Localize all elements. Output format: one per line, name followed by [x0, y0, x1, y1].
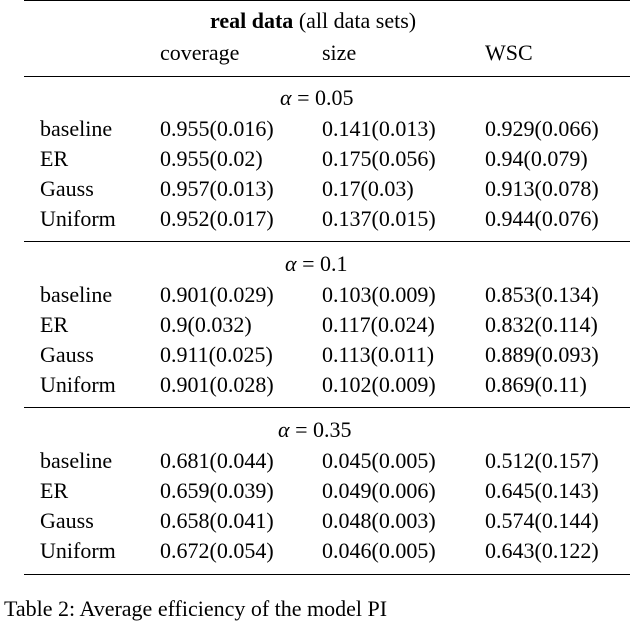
cell-coverage: 0.658(0.041): [160, 508, 274, 533]
row-label: Gauss: [40, 508, 94, 533]
cell-coverage: 0.901(0.028): [160, 372, 274, 397]
header-rule: [24, 76, 630, 77]
header-title-rest: (all data sets): [298, 8, 417, 33]
column-header-coverage: coverage: [160, 40, 240, 65]
cell-wsc: 0.853(0.134): [485, 282, 599, 307]
alpha-equals: =: [302, 251, 315, 276]
cell-coverage: 0.952(0.017): [160, 206, 274, 231]
cell-size: 0.17(0.03): [322, 176, 414, 201]
row-label: ER: [40, 312, 69, 337]
cell-coverage: 0.955(0.02): [160, 146, 263, 171]
cell-wsc: 0.643(0.122): [485, 538, 599, 563]
alpha-value: 0.35: [312, 417, 352, 442]
cell-wsc: 0.889(0.093): [485, 342, 599, 367]
row-label: Uniform: [40, 538, 116, 563]
header-title-bold: real data: [210, 8, 294, 33]
cell-size: 0.137(0.015): [322, 206, 436, 231]
cell-size: 0.103(0.009): [322, 282, 436, 307]
cell-size: 0.048(0.003): [322, 508, 436, 533]
cell-wsc: 0.944(0.076): [485, 206, 599, 231]
cell-coverage: 0.955(0.016): [160, 116, 274, 141]
cell-coverage: 0.681(0.044): [160, 448, 274, 473]
row-label: Gauss: [40, 342, 94, 367]
cell-coverage: 0.957(0.013): [160, 176, 274, 201]
alpha-value: 0.05: [314, 85, 354, 110]
alpha-value: 0.1: [319, 251, 348, 276]
cell-wsc: 0.832(0.114): [485, 312, 598, 337]
cell-size: 0.141(0.013): [322, 116, 436, 141]
table-caption: Table 2: Average efficiency of the model…: [4, 596, 388, 621]
row-label: baseline: [40, 448, 113, 473]
alpha-heading-2: α = 0.35: [278, 417, 351, 443]
row-label: Uniform: [40, 372, 116, 397]
section-rule: [24, 407, 630, 408]
alpha-symbol: α: [278, 417, 290, 442]
alpha-heading-1: α = 0.1: [285, 251, 347, 277]
alpha-equals: =: [295, 417, 308, 442]
cell-wsc: 0.94(0.079): [485, 146, 588, 171]
cell-size: 0.046(0.005): [322, 538, 436, 563]
table-header-title: real data (all data sets): [210, 8, 416, 34]
row-label: ER: [40, 478, 69, 503]
cell-coverage: 0.659(0.039): [160, 478, 274, 503]
cell-wsc: 0.913(0.078): [485, 176, 599, 201]
cell-size: 0.175(0.056): [322, 146, 436, 171]
row-label: Uniform: [40, 206, 116, 231]
cell-size: 0.113(0.011): [322, 342, 435, 367]
cell-coverage: 0.911(0.025): [160, 342, 273, 367]
cell-wsc: 0.929(0.066): [485, 116, 599, 141]
cell-wsc: 0.645(0.143): [485, 478, 599, 503]
alpha-heading-0: α = 0.05: [280, 85, 353, 111]
cell-coverage: 0.901(0.029): [160, 282, 274, 307]
row-label: Gauss: [40, 176, 94, 201]
cell-wsc: 0.574(0.144): [485, 508, 599, 533]
alpha-symbol: α: [285, 251, 297, 276]
cell-size: 0.045(0.005): [322, 448, 436, 473]
row-label: ER: [40, 146, 69, 171]
column-header-size: size: [322, 40, 357, 65]
cell-wsc: 0.512(0.157): [485, 448, 599, 473]
column-header-wsc: WSC: [485, 40, 533, 65]
alpha-equals: =: [297, 85, 310, 110]
cell-size: 0.117(0.024): [322, 312, 435, 337]
bottom-rule: [24, 574, 630, 575]
top-rule: [24, 0, 630, 1]
cell-coverage: 0.9(0.032): [160, 312, 252, 337]
cell-size: 0.049(0.006): [322, 478, 436, 503]
row-label: baseline: [40, 116, 113, 141]
row-label: baseline: [40, 282, 113, 307]
alpha-symbol: α: [280, 85, 292, 110]
cell-size: 0.102(0.009): [322, 372, 436, 397]
cell-coverage: 0.672(0.054): [160, 538, 274, 563]
section-rule: [24, 241, 630, 242]
cell-wsc: 0.869(0.11): [485, 372, 587, 397]
